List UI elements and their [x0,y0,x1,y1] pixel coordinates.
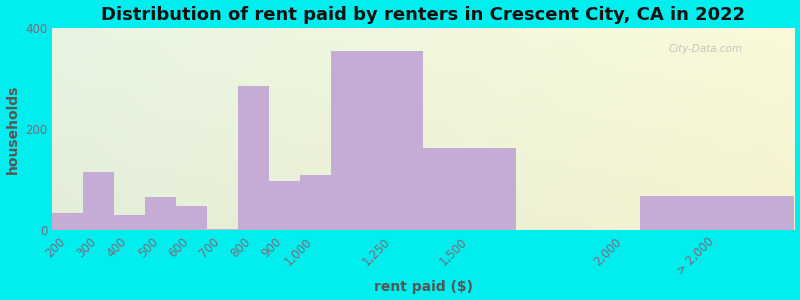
Bar [52,213,83,230]
Bar [269,181,300,230]
Bar [176,206,207,230]
Bar [114,215,145,230]
Bar [145,197,176,230]
Text: City-Data.com: City-Data.com [668,44,742,54]
Title: Distribution of rent paid by renters in Crescent City, CA in 2022: Distribution of rent paid by renters in … [102,6,746,24]
Bar [330,51,423,230]
Bar [300,175,330,230]
Bar [238,86,269,230]
Bar [83,172,114,230]
Bar [207,229,238,230]
X-axis label: rent paid ($): rent paid ($) [374,280,473,294]
Bar [423,148,516,230]
Y-axis label: households: households [6,84,19,174]
Bar [640,196,794,230]
